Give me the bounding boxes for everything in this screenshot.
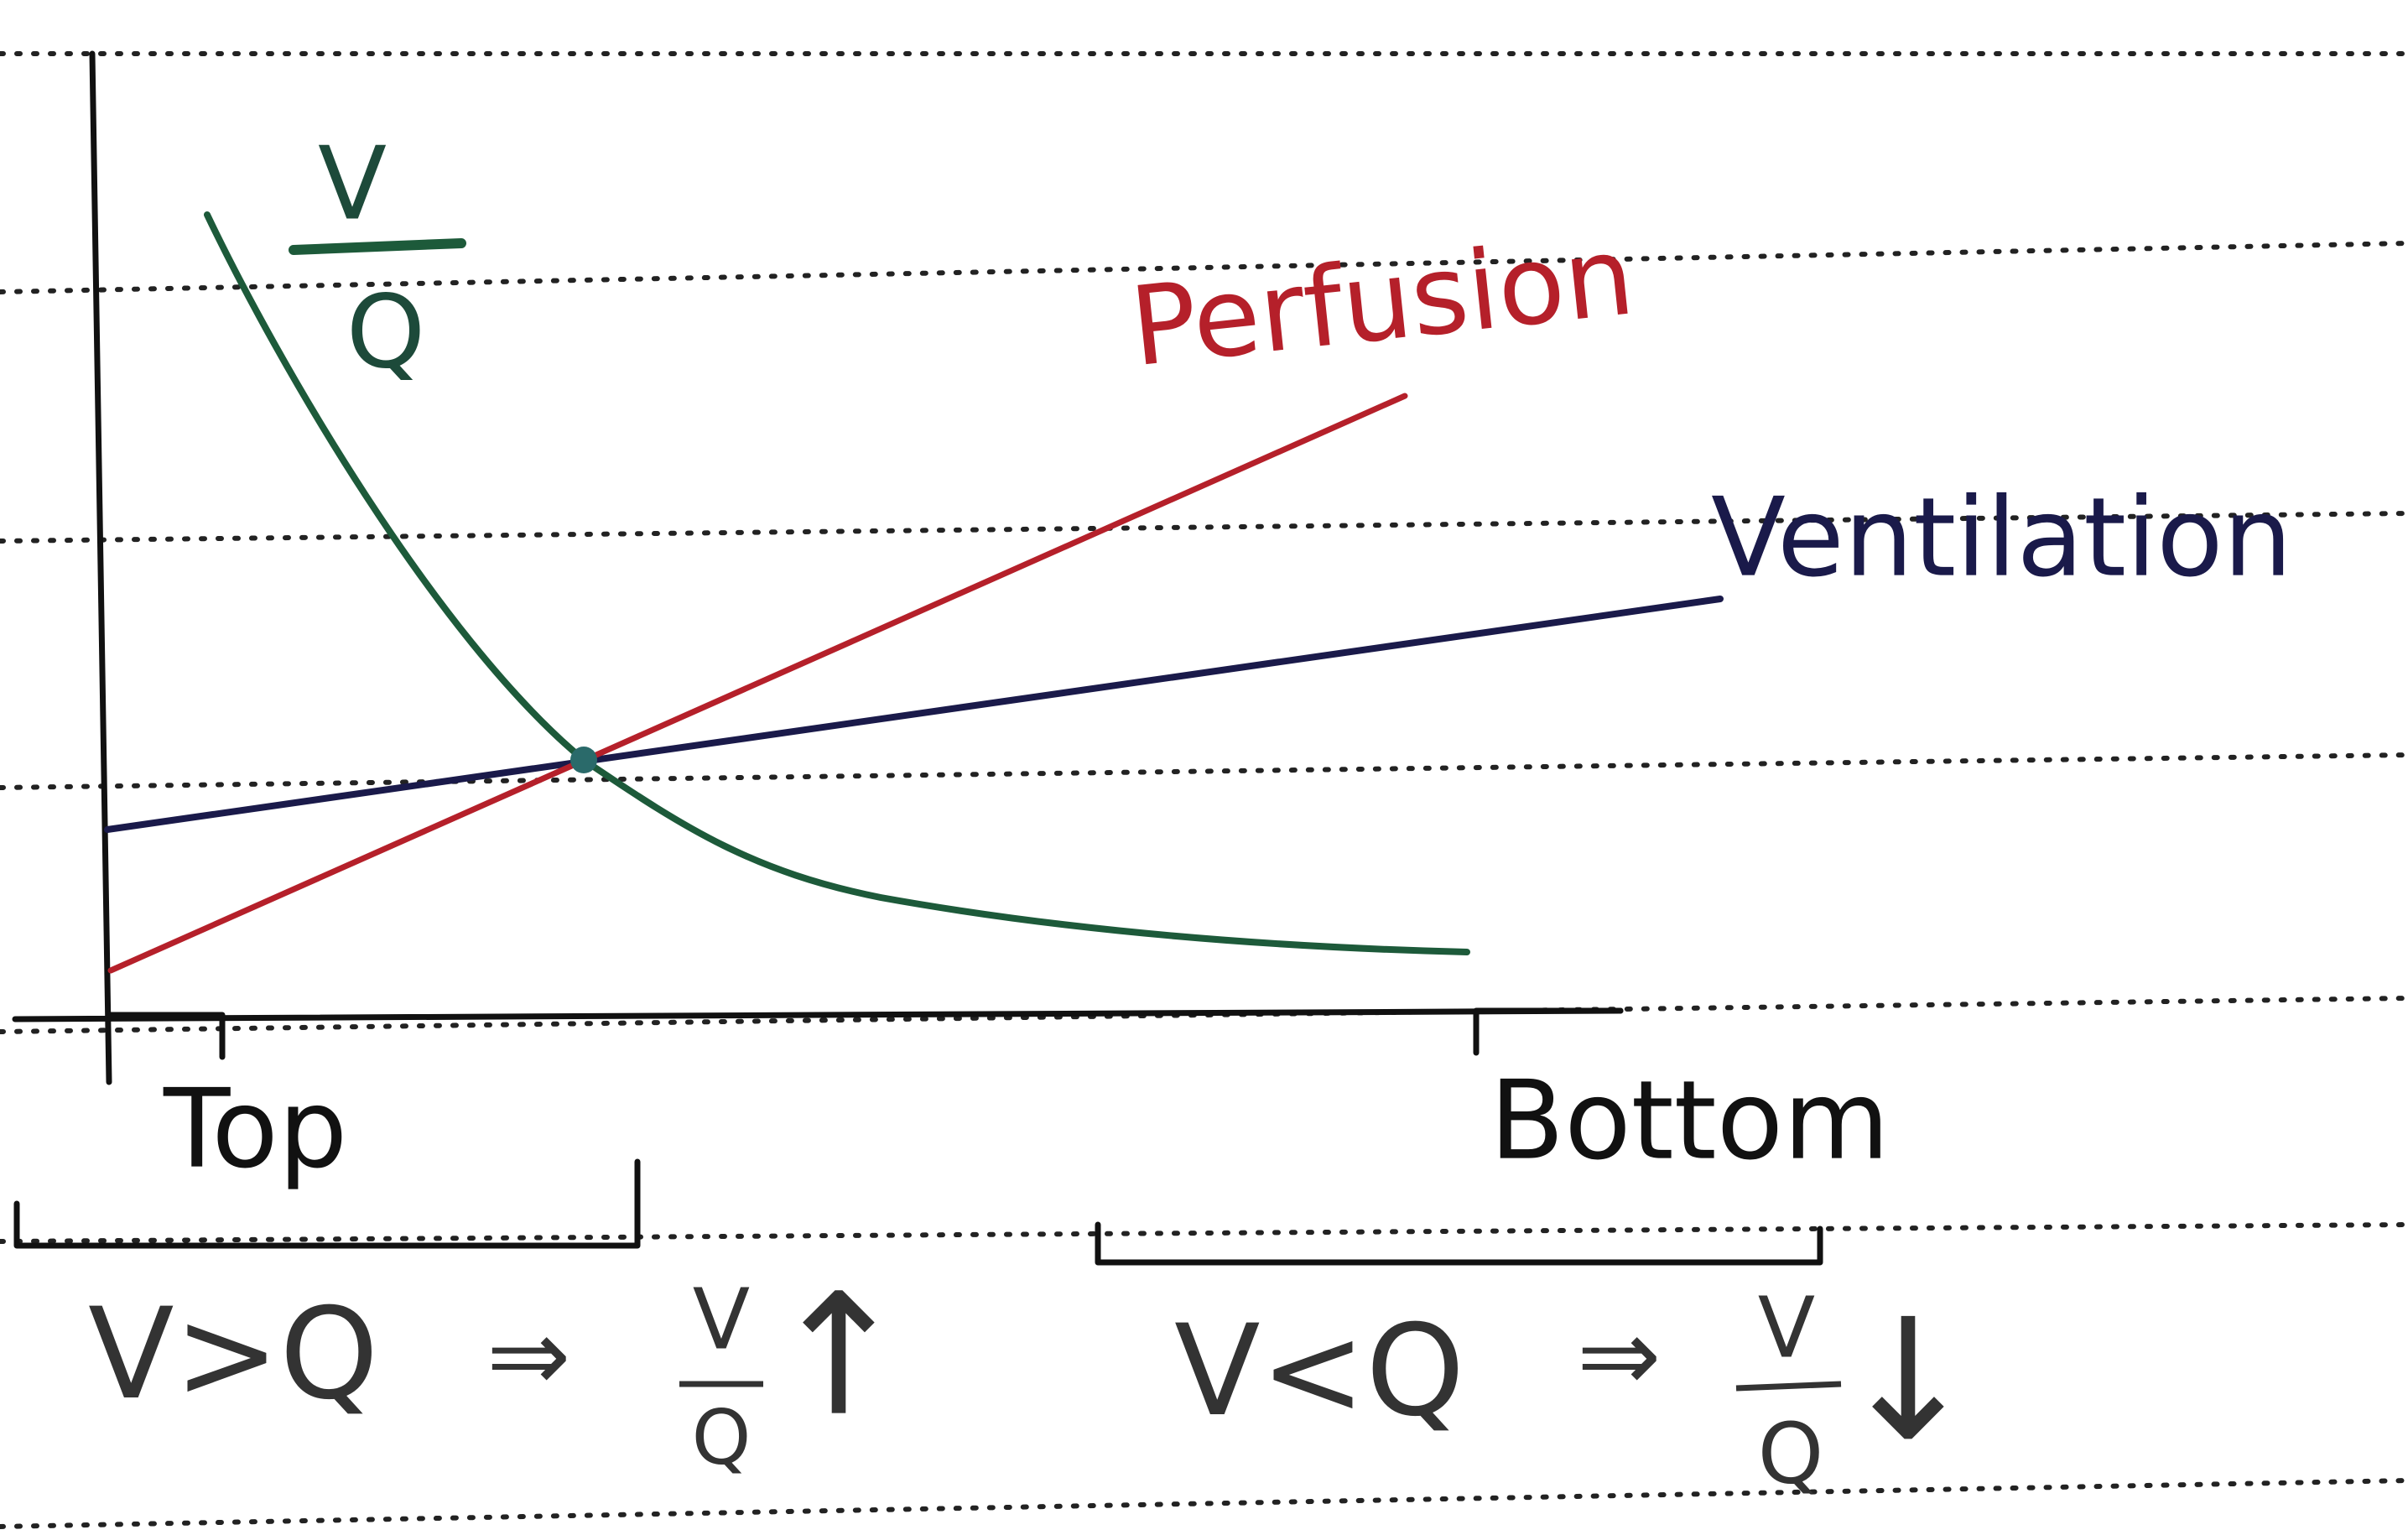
notebook-page: V Q Perfusion Ventilation Top Bottom V>Q… <box>0 0 2408 1535</box>
perfusion-line <box>111 396 1405 970</box>
intersection <box>570 747 597 773</box>
note-fraction-bar <box>1736 1384 1841 1388</box>
x-axis <box>15 1011 1620 1019</box>
rule <box>0 755 2408 788</box>
note-trend: ↓ <box>1838 1283 1979 1479</box>
note-relation: V<Q <box>1174 1298 1464 1444</box>
top-label: Top <box>163 1065 347 1193</box>
vq-numerator: V <box>318 127 387 243</box>
note-numerator: V <box>1758 1278 1815 1376</box>
note-top: V>Q ⇒ V Q ↑ <box>88 1258 909 1482</box>
vq-denominator: Q <box>346 275 425 392</box>
note-implies: ⇒ <box>486 1298 571 1415</box>
bottom-label: Bottom <box>1490 1057 1890 1184</box>
vq-fraction-bar <box>294 243 461 250</box>
note-bottom: V<Q ⇒ V Q ↓ <box>1174 1278 1979 1502</box>
rule <box>0 1480 2408 1527</box>
note-trend: ↑ <box>768 1258 909 1454</box>
ventilation-label: Ventilation <box>1711 474 2292 601</box>
bottom-tick <box>1476 1011 1620 1053</box>
perfusion-label: Perfusion <box>1125 211 1640 391</box>
note-numerator: V <box>693 1270 750 1368</box>
note-denominator: Q <box>1758 1404 1824 1502</box>
ventilation-line <box>107 599 1720 830</box>
note-relation: V>Q <box>88 1282 378 1428</box>
y-axis <box>92 54 109 1082</box>
note-denominator: Q <box>692 1394 752 1482</box>
note-implies: ⇒ <box>1577 1298 1662 1415</box>
rule <box>0 1225 2408 1241</box>
